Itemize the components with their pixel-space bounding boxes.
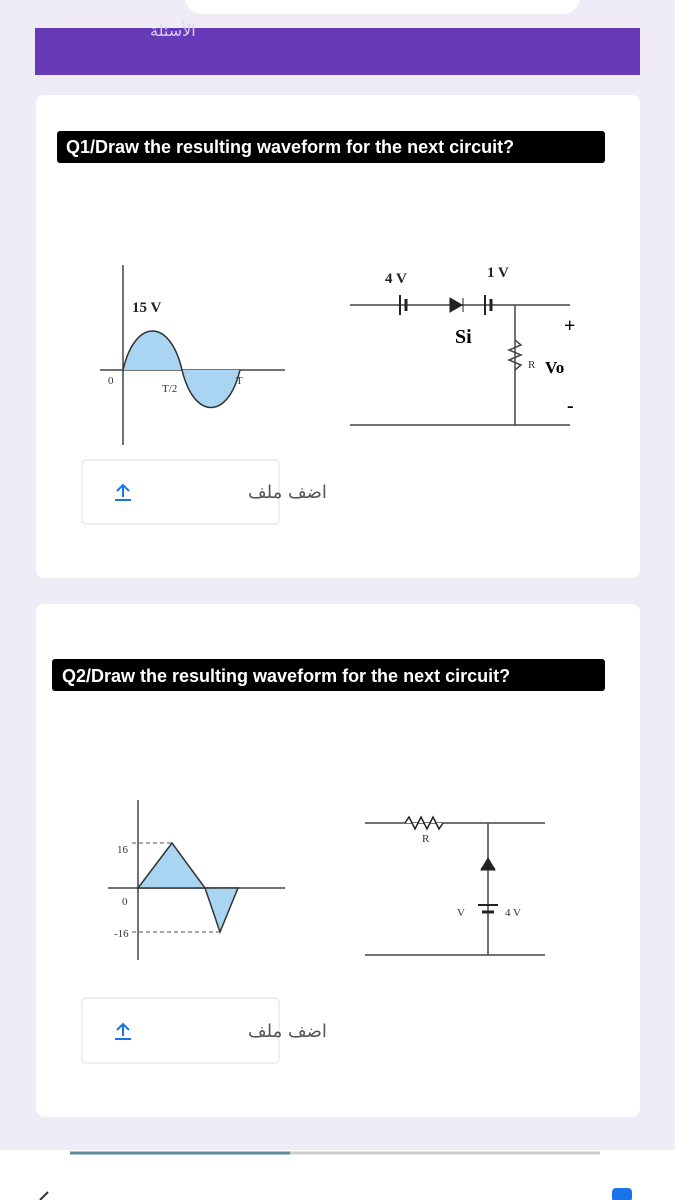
label: T [236,375,243,387]
question-title: Q2/Draw the resulting waveform for the n… [62,666,510,686]
question-title: Q1/Draw the resulting waveform for the n… [66,137,514,157]
label: V [457,907,465,919]
upload-button[interactable] [81,997,280,1064]
label: T/2 [162,383,177,395]
label: -16 [114,928,129,940]
upload-button-label[interactable]: اضف ملف [248,482,327,503]
nav-icon[interactable] [612,1188,632,1200]
bottom-bar [0,1150,675,1200]
question-card [36,604,640,1117]
header-bar [35,28,640,75]
header-title: الأسئلة [150,20,196,40]
label: 1 V [487,265,509,281]
nav-icon[interactable] [39,1191,49,1200]
label: 0 [108,375,114,387]
upload-button-label[interactable]: اضف ملف [248,1021,327,1042]
question-title-box [52,659,605,691]
upload-icon [115,1022,131,1040]
label: Vo [545,358,564,377]
label: 4 V [385,271,407,287]
label: 16 [117,844,129,856]
label: Si [455,326,472,348]
circuit-figure: 4 V 1 V Si Vo R + - [350,265,575,426]
upload-icon [115,483,131,501]
label: - [567,395,574,417]
circuit-figure: R 4 V V [365,815,545,956]
label: R [422,833,430,845]
waveform-figure: 15 V 0 T/2 T [100,265,285,445]
question-card [36,95,640,578]
waveform-figure: 16 0 -16 [108,800,285,960]
upload-button[interactable] [81,459,280,525]
label: 0 [122,896,128,908]
label: R [528,359,536,371]
top-pill [185,0,580,14]
label: + [564,315,575,337]
label: 15 V [132,300,161,316]
question-title-box [57,131,605,163]
label: 4 V [505,907,521,919]
